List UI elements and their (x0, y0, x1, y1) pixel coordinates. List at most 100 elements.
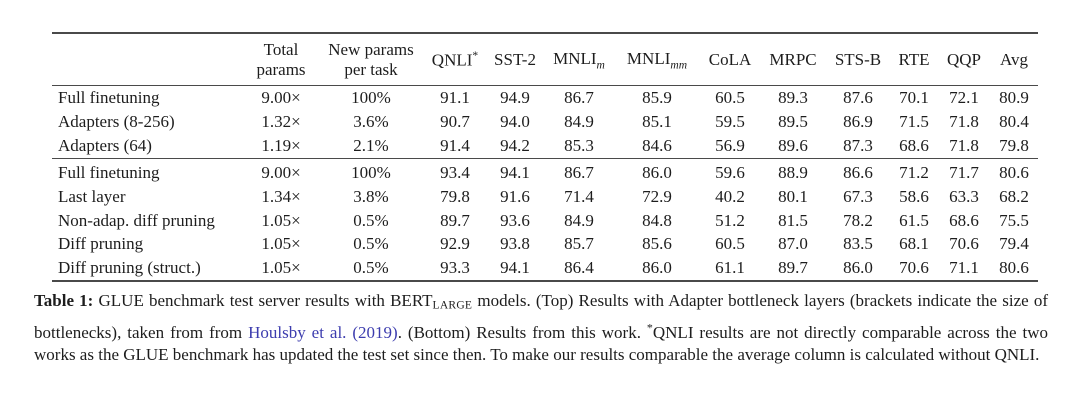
value-cell: 86.0 (614, 157, 700, 185)
value-cell: 86.7 (544, 157, 614, 185)
value-cell: 80.6 (990, 157, 1038, 185)
value-cell: 89.7 (440, 210, 470, 230)
value-cell: 87.3 (843, 135, 873, 155)
value-cell: 61.1 (715, 258, 745, 278)
value-cell: 93.4 (424, 157, 486, 185)
value-cell: 0.5% (353, 258, 389, 278)
value-cell: 86.7 (564, 88, 594, 108)
value-cell: 80.9 (999, 88, 1029, 108)
value-cell: 89.3 (778, 88, 808, 108)
value-cell: 100% (351, 88, 391, 108)
value-cell: 3.6% (353, 111, 389, 131)
value-cell: 88.9 (760, 157, 826, 185)
value-cell: 60.5 (715, 234, 745, 254)
column-header-qnli: QNLI* (431, 49, 479, 70)
table-row: Diff pruning (struct.) 1.05× 0.5% 93.3 94.1 8… (52, 256, 1038, 281)
value-cell: 71.8 (949, 111, 979, 131)
value-cell: 9.00× (261, 88, 301, 108)
table-header: Total params New params per task QNLI* SST-… (52, 33, 1038, 86)
value-cell: 68.2 (999, 186, 1029, 206)
value-cell: 2.1% (353, 135, 389, 155)
table-row: Full finetuning 9.00× 100% 91.1 94.9 86.7 85.9… (52, 86, 1038, 110)
value-cell: 87.6 (843, 88, 873, 108)
table-row: Adapters (64) 1.19× 2.1% 91.4 94.2 85.3 84.6 56… (52, 134, 1038, 158)
value-cell: 81.5 (778, 210, 808, 230)
value-cell: 72.1 (949, 88, 979, 108)
column-header-mrpc: MRPC (769, 50, 817, 70)
value-cell: 79.8 (999, 135, 1029, 155)
method-cell: Diff pruning (struct.) (58, 258, 201, 278)
value-cell: 86.0 (843, 258, 873, 278)
value-cell: 87.0 (778, 234, 808, 254)
value-cell: 85.7 (564, 234, 594, 254)
value-cell: 1.34× (261, 186, 301, 206)
column-header-empty (52, 33, 244, 86)
value-cell: 0.5% (353, 210, 389, 230)
caption-segment: . (Bottom) Results from this work. (397, 323, 647, 343)
value-cell: 78.2 (843, 210, 873, 230)
column-header-sst2: SST-2 (494, 50, 536, 70)
value-cell: 94.0 (500, 111, 530, 131)
citation-link[interactable]: Houlsby et al. (2019) (248, 323, 398, 343)
value-cell: 94.9 (500, 88, 530, 108)
value-cell: 89.7 (778, 258, 808, 278)
column-header-cola: CoLA (708, 50, 752, 70)
value-cell: 90.7 (440, 111, 470, 131)
value-cell: 100% (318, 157, 424, 185)
value-cell: 68.1 (899, 234, 929, 254)
value-cell: 79.4 (999, 234, 1029, 254)
value-cell: 71.7 (938, 157, 990, 185)
method-cell: Non-adap. diff pruning (58, 210, 215, 230)
value-cell: 84.6 (642, 135, 672, 155)
value-cell: 1.05× (261, 210, 301, 230)
value-cell: 70.6 (899, 258, 929, 278)
results-table: Total params New params per task QNLI* SST-… (52, 32, 1038, 283)
value-cell: 84.9 (564, 210, 594, 230)
value-cell: 94.1 (486, 157, 544, 185)
table-body: Full finetuning 9.00× 100% 91.1 94.9 86.7 85.9… (52, 86, 1038, 282)
value-cell: 91.1 (440, 88, 470, 108)
method-cell: Full finetuning (58, 88, 160, 108)
value-cell: 85.6 (642, 234, 672, 254)
value-cell: 68.6 (899, 135, 929, 155)
column-header-new-params: New params per task (328, 40, 414, 80)
table-caption: Table 1: GLUE benchmark test server resu… (34, 290, 1048, 366)
value-cell: 1.05× (261, 258, 301, 278)
value-cell: 63.3 (949, 186, 979, 206)
column-header-mnli-m: MNLIm (553, 48, 605, 71)
caption-segment: * (646, 320, 653, 335)
value-cell: 83.5 (843, 234, 873, 254)
value-cell: 71.5 (899, 111, 929, 131)
method-cell: Adapters (8-256) (58, 111, 175, 131)
paper-page: Total params New params per task QNLI* SST-… (34, 32, 1048, 366)
method-cell: Last layer (58, 186, 126, 206)
caption-segment: GLUE benchmark test server results with … (98, 291, 433, 311)
value-cell: 85.1 (642, 111, 672, 131)
column-header-rte: RTE (898, 50, 930, 70)
table-row: Diff pruning 1.05× 0.5% 92.9 93.8 85.7 85.6 60.… (52, 232, 1038, 256)
value-cell: 86.9 (843, 111, 873, 131)
table-row: Non-adap. diff pruning 1.05× 0.5% 89.7 93.6 8… (52, 209, 1038, 233)
value-cell: 1.05× (261, 234, 301, 254)
caption-segment: QNLI results are not directly comparable… (34, 323, 1048, 365)
caption-label: Table 1: (34, 291, 94, 311)
column-header-avg: Avg (999, 50, 1028, 70)
value-cell: 84.8 (642, 210, 672, 230)
value-cell: 59.5 (715, 111, 745, 131)
method-cell: Diff pruning (58, 234, 144, 254)
value-cell: 91.6 (500, 186, 530, 206)
value-cell: 80.6 (999, 258, 1029, 278)
value-cell: 84.9 (564, 111, 594, 131)
value-cell: 80.4 (999, 111, 1029, 131)
value-cell: 70.1 (899, 88, 929, 108)
table-row: Full finetuning 9.00× 100% 93.4 94.1 86.7 86.0… (52, 157, 1038, 185)
value-cell: 1.19× (261, 135, 301, 155)
column-header-qqp: QQP (946, 50, 981, 70)
value-cell: 60.5 (715, 88, 745, 108)
value-cell: 86.4 (564, 258, 594, 278)
value-cell: 0.5% (353, 234, 389, 254)
value-cell: 75.5 (999, 210, 1029, 230)
value-cell: 9.00× (244, 157, 318, 185)
value-cell: 59.6 (700, 157, 760, 185)
value-cell: 3.8% (353, 186, 389, 206)
